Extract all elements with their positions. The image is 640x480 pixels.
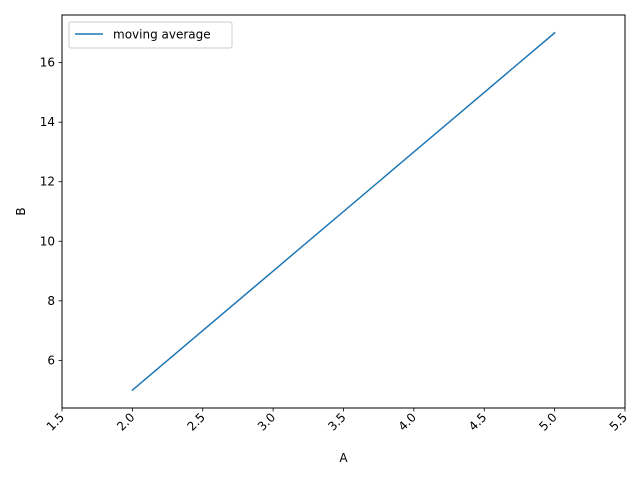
y-axis-ticks: 6 8 10 12 14 16 <box>40 56 62 367</box>
plot-area <box>131 31 556 392</box>
y-tick-label: 16 <box>40 56 55 70</box>
y-tick-label: 6 <box>47 353 55 367</box>
y-tick-label: 14 <box>40 115 55 129</box>
y-tick-label: 12 <box>40 175 55 189</box>
series-line-0 <box>131 31 556 392</box>
x-axis-label: A <box>339 451 348 465</box>
y-axis-label: B <box>14 207 28 215</box>
legend-label: moving average <box>113 28 211 42</box>
y-tick-label: 10 <box>40 234 55 248</box>
legend: moving average <box>68 21 233 49</box>
axes-frame <box>61 14 626 409</box>
y-tick-label: 8 <box>47 294 55 308</box>
legend-box <box>68 21 233 49</box>
